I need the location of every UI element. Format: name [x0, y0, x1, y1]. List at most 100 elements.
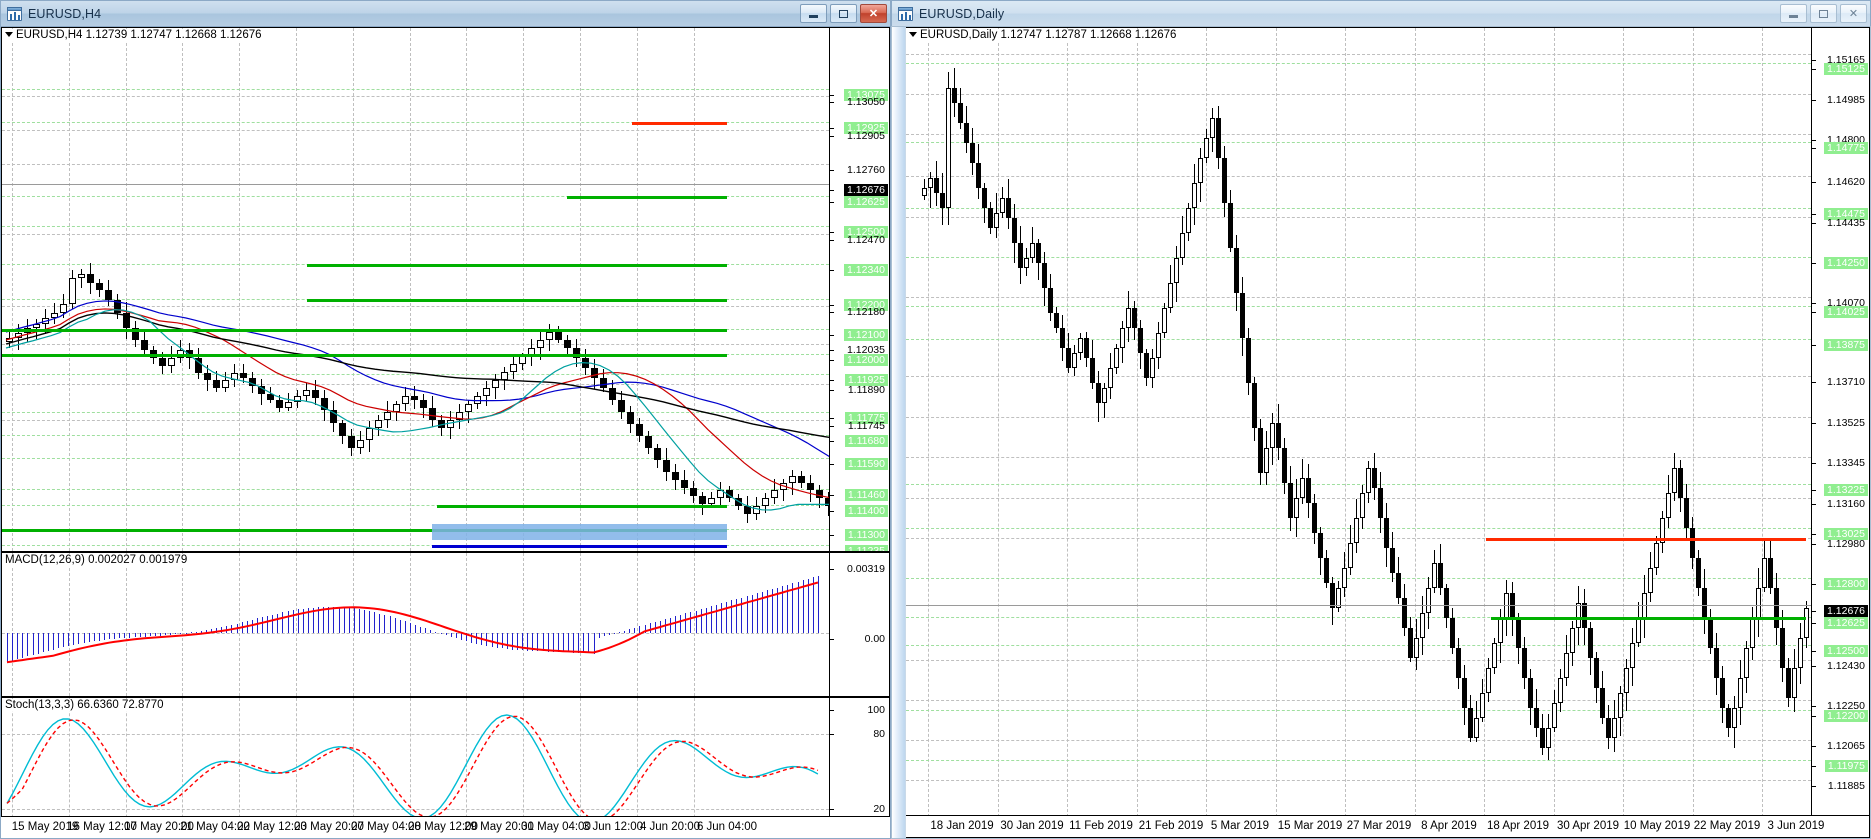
candle-body [654, 448, 661, 460]
candle-body [1744, 648, 1749, 678]
close-button[interactable]: ✕ [1840, 4, 1867, 23]
candlestick [168, 28, 175, 551]
price-label: 1.12760 [847, 164, 885, 176]
grid-line-vertical [182, 28, 183, 551]
candlestick [1786, 28, 1791, 837]
candle-body [195, 358, 202, 373]
price-tick [830, 232, 834, 233]
horizontal-level-line[interactable] [432, 545, 727, 548]
macd-histogram-bar [338, 606, 340, 633]
candlestick [141, 28, 148, 551]
macd-histogram-bar [22, 633, 24, 658]
horizontal-level-line[interactable] [2, 329, 727, 332]
macd-histogram-bar [435, 631, 437, 633]
candlestick [1108, 28, 1113, 837]
horizontal-level-line[interactable] [1486, 538, 1806, 541]
candlestick [976, 28, 981, 837]
candle-body [1648, 568, 1653, 593]
price-label: 1.12470 [847, 234, 885, 246]
candlestick [1720, 28, 1725, 837]
stoch-tick [830, 734, 834, 735]
candle-body [393, 404, 400, 412]
chart-scroll-strip[interactable] [892, 27, 906, 838]
price-tick [830, 426, 834, 427]
candle-body [1096, 383, 1101, 403]
candle-body [1072, 353, 1077, 368]
candle-body [1456, 648, 1461, 678]
candlestick [717, 28, 724, 551]
candle-body [1750, 618, 1755, 648]
candlestick [1318, 28, 1323, 837]
grid-line-horizontal [906, 498, 1811, 499]
maximize-button[interactable] [830, 4, 857, 23]
candlestick [1432, 28, 1437, 837]
grid-line-horizontal [2, 226, 829, 227]
candle-body [1402, 598, 1407, 628]
macd-histogram-bar [323, 606, 325, 634]
candlestick [177, 28, 184, 551]
candle-body [1588, 628, 1593, 658]
candle-body [456, 412, 463, 420]
macd-histogram-bar [471, 633, 473, 643]
macd-histogram-bar [721, 603, 722, 634]
candle-body [744, 506, 751, 514]
titlebar-left[interactable]: EURUSD,H4 ✕ [0, 0, 891, 26]
price-pane-daily[interactable]: 1.15165 1.15125 1.14985 1.14800 1.14775 1.146… [906, 27, 1870, 838]
candle-body [1210, 118, 1215, 138]
candlestick [1534, 28, 1539, 837]
minimize-button[interactable] [800, 4, 827, 23]
grid-line-horizontal [2, 196, 829, 197]
macd-histogram-bar [649, 623, 651, 633]
horizontal-level-line[interactable] [632, 122, 727, 125]
chart-client-left: 1.13075 1.13050 1.12925 1.12905 1.12760 1.126… [0, 26, 891, 839]
macd-histogram-bar [12, 633, 14, 661]
demand-zone-rect[interactable] [432, 524, 727, 540]
candle-body [976, 163, 981, 188]
horizontal-level-line[interactable] [307, 264, 727, 267]
horizontal-level-line[interactable] [437, 505, 727, 508]
macd-histogram-bar [476, 633, 478, 644]
candlestick [195, 28, 202, 551]
macd-histogram-bar [415, 624, 416, 633]
candle-body [1288, 483, 1293, 518]
price-tick [1812, 69, 1816, 70]
stoch-pane[interactable]: 10080200 Stoch(13,3,3) 66.6360 72.8770 [1, 697, 890, 838]
macd-pane-label: MACD(12,26,9) 0.002027 0.001979 [5, 554, 190, 566]
titlebar-right[interactable]: EURUSD,Daily ✕ [891, 0, 1871, 26]
candlestick [1594, 28, 1599, 837]
macd-histogram-bar [297, 609, 299, 633]
horizontal-level-line[interactable] [567, 196, 727, 199]
candle-body [618, 400, 625, 412]
candle-body [1684, 498, 1689, 528]
candle-body [1756, 588, 1761, 618]
candlestick [159, 28, 166, 551]
candle-body [1414, 638, 1419, 658]
price-label: 1.13025 [1824, 528, 1868, 540]
price-label: 1.11745 [847, 420, 885, 432]
maximize-button[interactable] [1810, 4, 1837, 23]
close-button[interactable]: ✕ [860, 4, 887, 23]
candlestick [1624, 28, 1629, 837]
minimize-button[interactable] [1780, 4, 1807, 23]
candle-body [15, 333, 22, 338]
chevron-down-icon[interactable] [5, 32, 13, 38]
candlestick [1246, 28, 1251, 837]
macd-histogram-bar [307, 608, 309, 633]
window-title-right: EURUSD,Daily [919, 6, 1005, 21]
price-tick [830, 360, 834, 361]
candlestick [1564, 28, 1569, 837]
candlestick [1504, 28, 1509, 837]
horizontal-level-line[interactable] [307, 299, 727, 302]
candlestick [1804, 28, 1809, 837]
horizontal-level-line[interactable] [1491, 617, 1806, 620]
candle-body [51, 313, 58, 318]
candlestick [807, 28, 814, 551]
candlestick [789, 28, 796, 551]
horizontal-level-line[interactable] [2, 529, 727, 532]
candlestick [1678, 28, 1683, 837]
horizontal-level-line[interactable] [2, 354, 727, 357]
chevron-down-icon[interactable] [909, 32, 917, 38]
price-pane-h4[interactable]: 1.13075 1.13050 1.12925 1.12905 1.12760 1.126… [1, 27, 890, 552]
price-label: 1.12500 [1824, 645, 1868, 657]
